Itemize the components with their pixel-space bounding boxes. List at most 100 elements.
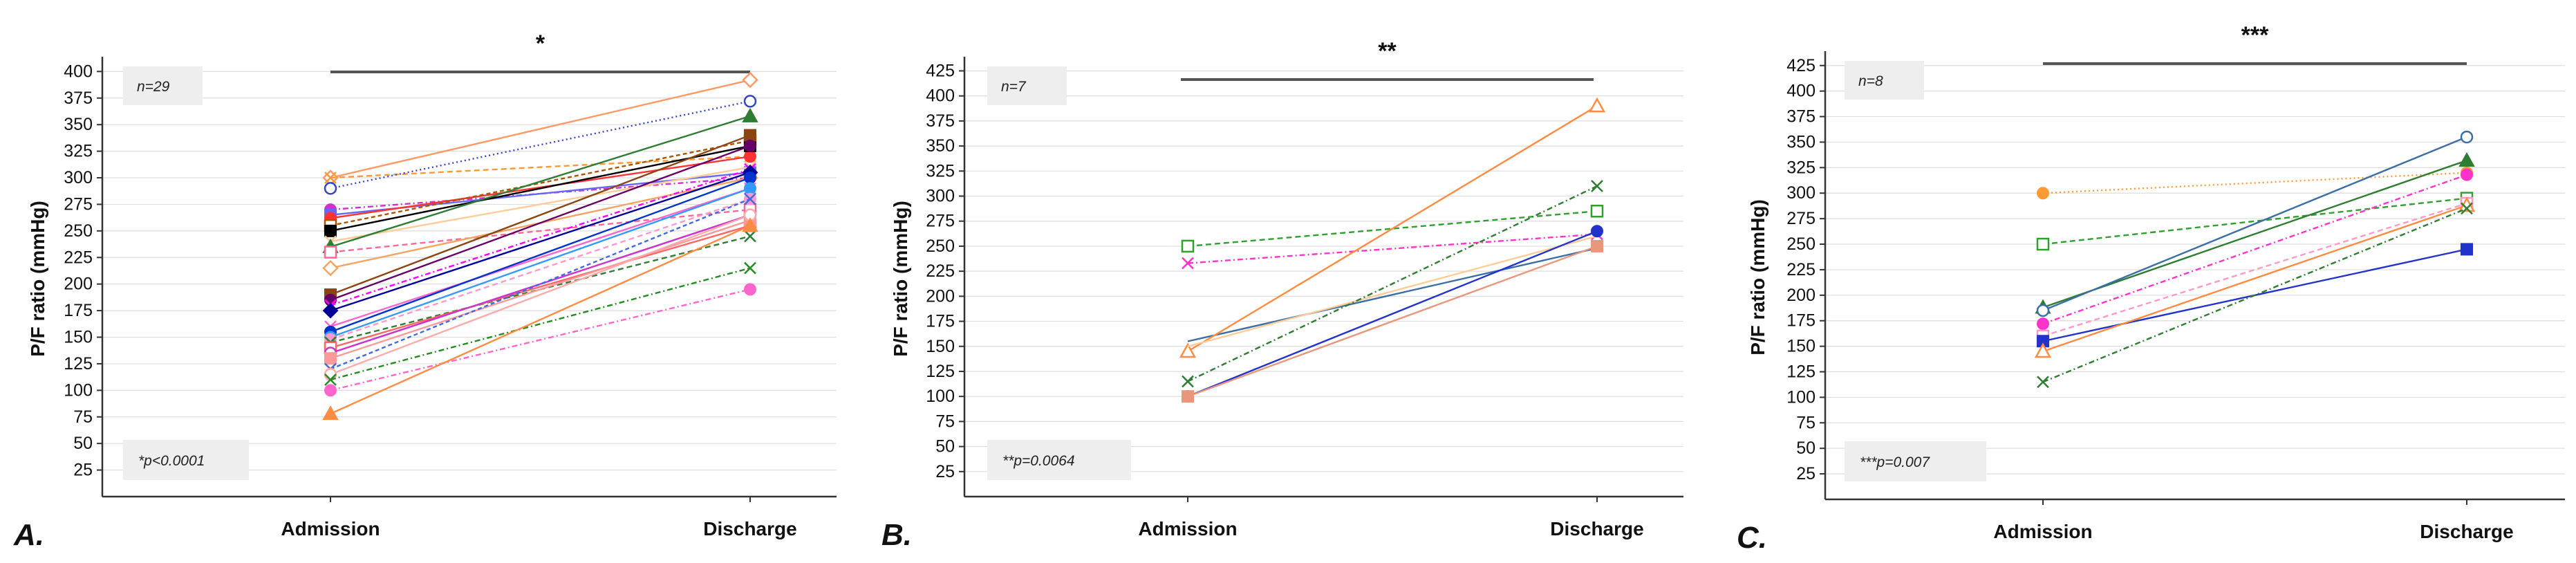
- data-point-discharge: [742, 71, 758, 89]
- data-point-admission: [1182, 257, 1194, 270]
- data-point-discharge: [2461, 243, 2473, 256]
- y-tick-label: 25: [73, 461, 93, 480]
- series-1: [2037, 166, 2473, 200]
- series-line: [1187, 210, 1598, 248]
- data-point-admission: [2036, 304, 2050, 317]
- data-point-admission: [2037, 376, 2049, 389]
- series-line: [2042, 202, 2467, 338]
- series-line: [330, 208, 751, 253]
- y-tick-label: 275: [926, 212, 955, 231]
- n-label-box: [1845, 61, 1924, 100]
- p-value-box: [1845, 441, 1986, 481]
- significance-marker: *: [536, 30, 545, 57]
- series-line: [330, 219, 751, 360]
- y-tick-label: 275: [64, 194, 93, 214]
- y-tick-label: 150: [1786, 337, 1816, 356]
- series-line: [1187, 185, 1598, 382]
- series-27: [324, 261, 756, 386]
- series-line: [330, 198, 751, 370]
- x-category-label: Admission: [281, 518, 380, 539]
- y-tick-label: 175: [1786, 311, 1816, 331]
- y-tick-label: 100: [926, 387, 955, 406]
- data-point-discharge: [1591, 180, 1603, 192]
- series-line: [330, 156, 751, 219]
- y-tick-label: 150: [64, 328, 93, 347]
- series-line: [330, 225, 751, 415]
- y-tick-label: 25: [935, 462, 955, 481]
- series-line: [330, 79, 751, 179]
- data-point-admission: [322, 259, 339, 277]
- series-6: [1182, 180, 1603, 388]
- series-line: [330, 115, 751, 248]
- y-tick-label: 200: [926, 286, 955, 306]
- data-point-discharge: [744, 139, 756, 152]
- y-tick-label: 300: [1786, 183, 1816, 203]
- y-tick-label: 225: [1786, 260, 1816, 279]
- data-point-discharge: [744, 261, 756, 275]
- series-line: [2042, 204, 2467, 353]
- data-point-discharge: [1590, 204, 1604, 218]
- series-line: [2042, 159, 2467, 308]
- x-category-label: Discharge: [1550, 518, 1643, 539]
- series-line: [330, 172, 751, 312]
- y-tick-label: 75: [935, 412, 955, 431]
- y-tick-label: 275: [1786, 209, 1816, 228]
- y-tick-label: 400: [926, 86, 955, 106]
- data-point-discharge: [2461, 168, 2473, 181]
- data-point-admission: [1181, 239, 1195, 253]
- n-label-box: [123, 66, 203, 105]
- y-tick-label: 350: [926, 136, 955, 156]
- y-axis-label: P/F ratio (mmHg): [27, 201, 48, 357]
- y-tick-label: 400: [1786, 82, 1816, 101]
- data-point-admission: [1179, 342, 1197, 358]
- series-line: [330, 168, 751, 306]
- series-line: [330, 145, 751, 232]
- series-5: [1187, 235, 1598, 347]
- x-category-label: Admission: [1993, 521, 2092, 542]
- series-line: [1187, 105, 1598, 353]
- data-point-admission: [2036, 237, 2050, 251]
- data-point-admission: [324, 384, 337, 397]
- series-line: [1187, 233, 1598, 264]
- y-tick-label: 225: [926, 261, 955, 281]
- panel-label: B.: [881, 518, 912, 552]
- y-tick-label: 400: [64, 62, 93, 81]
- series-line: [330, 267, 751, 381]
- series-1: [1181, 204, 1604, 253]
- data-point-discharge: [742, 217, 758, 232]
- series-3: [324, 95, 757, 195]
- series-line: [330, 134, 751, 296]
- x-category-label: Discharge: [2420, 521, 2513, 542]
- series-line: [2042, 136, 2467, 312]
- series-line: [1187, 245, 1598, 398]
- data-point-discharge: [744, 182, 756, 195]
- series-3: [1187, 247, 1598, 342]
- y-tick-label: 125: [64, 354, 93, 373]
- y-tick-label: 375: [926, 111, 955, 131]
- chart-panel-1: 25 50 75 100 125 150 175 200 225 250 275 300 325 350 3…: [13, 30, 837, 552]
- series-line: [330, 225, 751, 349]
- y-tick-label: 175: [64, 301, 93, 320]
- data-point-admission: [2034, 342, 2052, 358]
- y-tick-label: 225: [64, 248, 93, 267]
- data-point-admission: [324, 246, 337, 259]
- series-29: [322, 217, 758, 421]
- p-value-label: **p=0.0064: [1002, 453, 1075, 469]
- p-value-box: [123, 440, 249, 480]
- y-tick-label: 75: [1796, 413, 1816, 432]
- data-point-discharge: [2458, 151, 2475, 167]
- series-4: [1179, 97, 1606, 358]
- y-axis-label: P/F ratio (mmHg): [1747, 199, 1768, 356]
- y-tick-label: 425: [926, 61, 955, 80]
- series-line: [330, 187, 751, 328]
- series-5: [2037, 168, 2473, 331]
- x-category-label: Admission: [1138, 518, 1237, 539]
- series-14: [324, 139, 756, 306]
- p-value-label: *p<0.0001: [138, 453, 205, 469]
- y-tick-label: 75: [73, 407, 93, 427]
- series-8: [324, 139, 756, 237]
- panel-label: C.: [1737, 521, 1767, 555]
- n-label-box: [987, 66, 1067, 105]
- y-tick-label: 100: [64, 380, 93, 400]
- series-line: [1187, 230, 1598, 398]
